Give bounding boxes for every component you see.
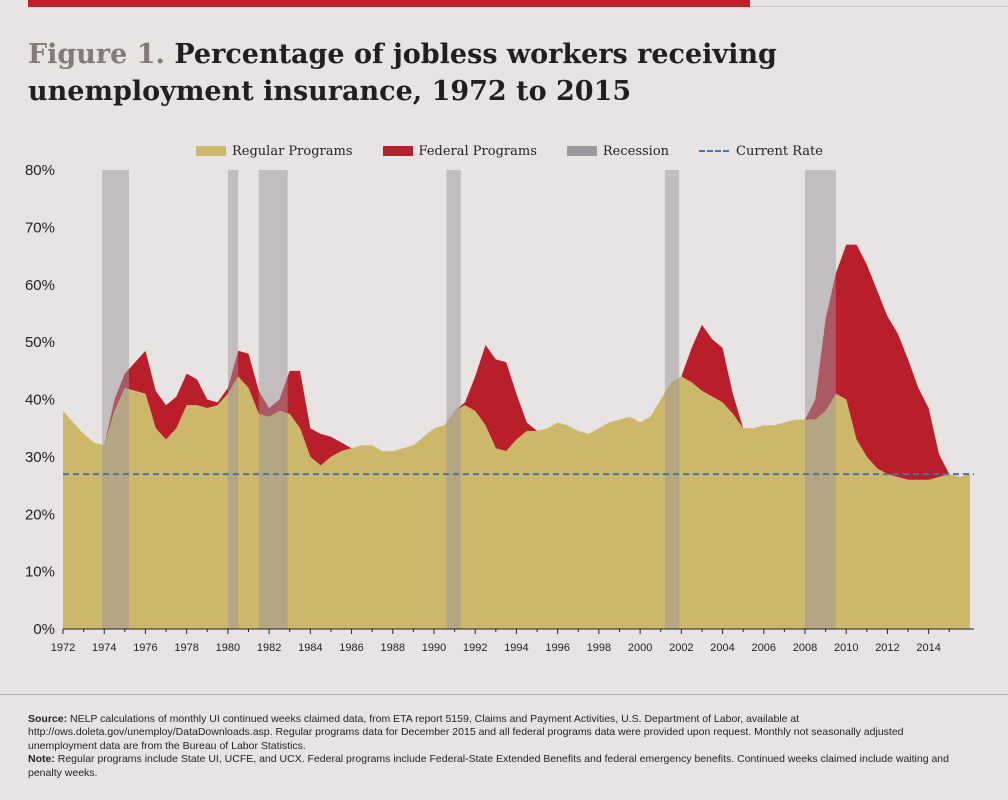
- x-tick-label: 1996: [545, 642, 569, 654]
- regular-swatch: [196, 146, 226, 156]
- x-tick-label: 2014: [916, 642, 940, 654]
- x-tick-label: 1994: [504, 642, 528, 654]
- recession-band: [258, 170, 288, 629]
- x-tick-label: 1986: [339, 642, 363, 654]
- x-tick-label: 1982: [257, 642, 281, 654]
- x-tick-label: 2010: [834, 642, 858, 654]
- legend: Regular Programs Federal Programs Recess…: [196, 141, 853, 161]
- note-label: Note:: [28, 753, 55, 766]
- federal-swatch: [382, 146, 413, 156]
- federal-programs-area: [63, 244, 970, 480]
- x-tick-label: 2006: [752, 642, 776, 654]
- legend-item-federal: Federal Programs: [382, 143, 537, 159]
- y-tick-label: 50%: [25, 334, 55, 351]
- header-rule: [750, 6, 1008, 7]
- legend-label-regular: Regular Programs: [232, 143, 353, 159]
- y-tick-label: 0%: [33, 621, 55, 638]
- x-tick-label: 1990: [422, 642, 446, 654]
- y-tick-label: 30%: [25, 449, 55, 466]
- footer-rule: [0, 694, 1008, 695]
- recession-swatch: [566, 146, 597, 156]
- accent-bar: [28, 0, 750, 7]
- x-tick-label: 2004: [710, 642, 734, 654]
- x-tick-label: 1984: [298, 642, 322, 654]
- footnotes: Source: NELP calculations of monthly UI …: [28, 713, 968, 780]
- y-tick-label: 70%: [25, 219, 55, 236]
- x-tick-label: 2002: [669, 642, 693, 654]
- current-rate-swatch: [699, 150, 730, 152]
- legend-item-regular: Regular Programs: [196, 144, 353, 159]
- regular-programs-area: [63, 376, 970, 629]
- y-tick-label: 60%: [25, 277, 55, 294]
- figure-label: Figure 1.: [28, 39, 165, 70]
- note: Note: Regular programs include State UI,…: [28, 753, 968, 780]
- x-tick-label: 1978: [174, 642, 198, 654]
- note-text: Regular programs include State UI, UCFE,…: [28, 753, 949, 779]
- legend-label-current: Current Rate: [736, 143, 823, 159]
- chart-title: Figure 1. Percentage of jobless workers …: [28, 36, 928, 110]
- y-tick-label: 80%: [25, 162, 55, 179]
- x-tick-label: 1980: [216, 642, 240, 654]
- legend-item-recession: Recession: [566, 143, 670, 159]
- x-tick-label: 2012: [875, 642, 899, 654]
- x-tick-label: 1976: [133, 642, 157, 654]
- recession-band: [102, 170, 129, 629]
- x-tick-label: 1988: [381, 642, 405, 654]
- x-tick-label: 2008: [793, 642, 817, 654]
- legend-label-federal: Federal Programs: [418, 143, 537, 159]
- recession-band: [446, 170, 461, 629]
- x-tick-label: 1972: [51, 642, 75, 654]
- source-label: Source:: [28, 713, 68, 725]
- x-tick-label: 1992: [463, 642, 487, 654]
- legend-label-recession: Recession: [602, 143, 670, 159]
- x-tick-label: 2000: [628, 642, 652, 654]
- x-tick-label: 1974: [92, 642, 116, 654]
- y-tick-label: 40%: [25, 392, 55, 409]
- recession-band: [227, 170, 239, 629]
- source-text: NELP calculations of monthly UI continue…: [28, 713, 904, 752]
- y-tick-label: 10%: [25, 564, 55, 581]
- x-tick-label: 1998: [587, 642, 611, 654]
- area-chart: 0% 10% 20% 30% 40% 50% 60% 70% 80% 1972 1974 1976 19…: [25, 162, 974, 654]
- y-tick-label: 20%: [25, 506, 55, 523]
- legend-item-current: Current Rate: [699, 144, 823, 159]
- recession-band: [664, 170, 680, 629]
- source-note: Source: NELP calculations of monthly UI …: [28, 713, 968, 753]
- title-line-1: Percentage of jobless workers receiving: [174, 39, 777, 70]
- title-line-2: unemployment insurance, 1972 to 2015: [28, 76, 632, 107]
- recession-band: [804, 170, 836, 629]
